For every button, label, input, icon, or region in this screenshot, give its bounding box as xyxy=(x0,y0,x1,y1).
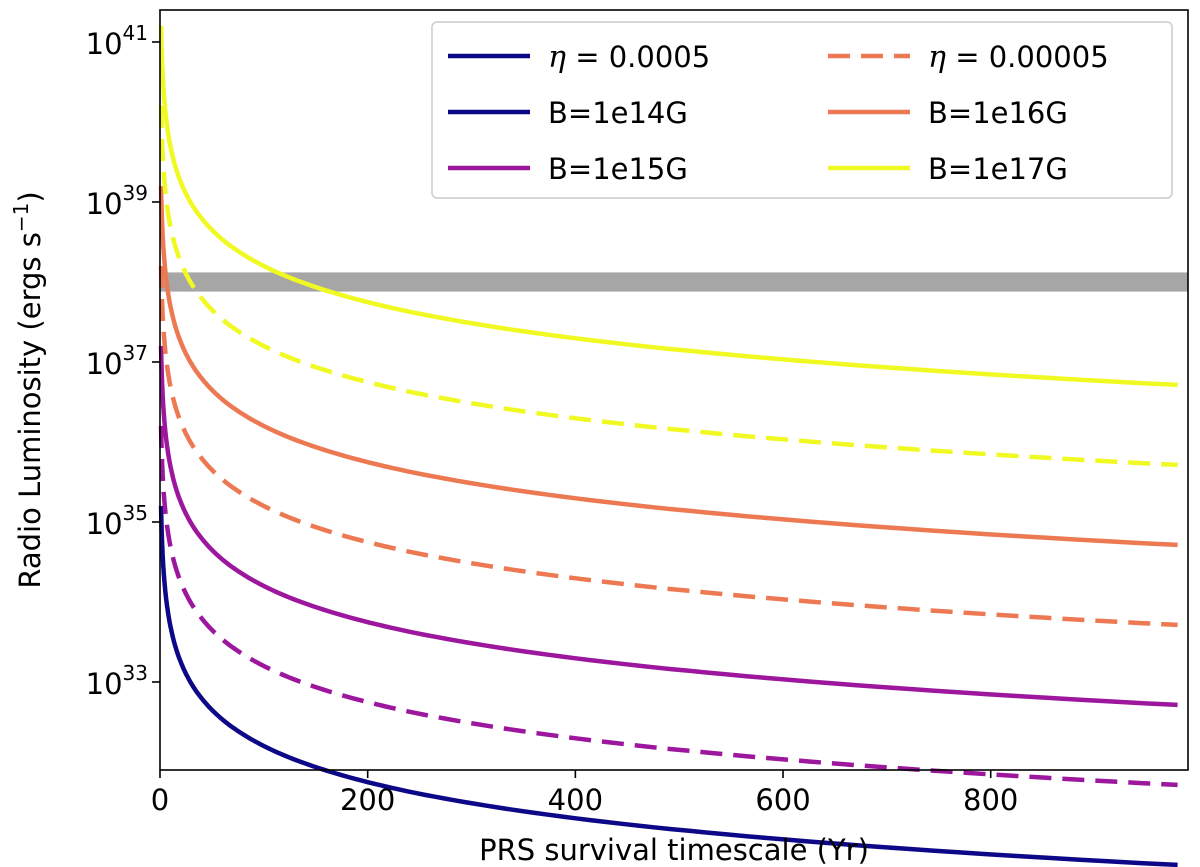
y-axis: 1033 1035 1037 1039 1041 xyxy=(86,21,160,701)
legend-label: B=1e15G xyxy=(548,152,688,186)
series-line-b-1e17g-dashed xyxy=(158,105,1178,468)
legend: η = 0.0005 B=1e14G B=1e15G η = 0.00005 B=1e1… xyxy=(431,21,1173,199)
y-tick-label: 1037 xyxy=(86,341,148,381)
series-line-b-1e16g-dashed xyxy=(158,265,1178,628)
observed-luminosity-band xyxy=(160,272,1188,292)
legend-label: B=1e17G xyxy=(928,152,1068,186)
observed-luminosity-band-layer xyxy=(160,272,1188,292)
y-tick-label: 1039 xyxy=(86,181,148,221)
x-tick-label: 0 xyxy=(151,783,169,817)
y-axis-title: Radio Luminosity (ergs s−1) xyxy=(9,191,47,588)
legend-label: η = 0.0005 xyxy=(548,40,710,75)
y-tick-label: 1035 xyxy=(86,501,148,541)
series-line-b-1e17g-solid xyxy=(158,25,1178,388)
legend-label: B=1e14G xyxy=(548,96,688,130)
x-tick-label: 800 xyxy=(963,783,1018,817)
series-line-b-1e15g-solid xyxy=(158,345,1178,708)
legend-label: B=1e16G xyxy=(928,96,1068,130)
x-axis: 0 200 400 600 800 xyxy=(151,770,1018,817)
legend-box xyxy=(431,21,1173,199)
series-line-b-1e14g-solid xyxy=(158,505,1178,867)
y-tick-label: 1041 xyxy=(86,21,148,61)
x-axis-title: PRS survival timescale (Yr) xyxy=(479,833,869,867)
series-line-b-1e16g-solid xyxy=(158,185,1178,548)
series-line-b-1e15g-dashed xyxy=(158,425,1178,788)
legend-label: η = 0.00005 xyxy=(928,40,1109,75)
plot-frame xyxy=(159,9,1189,771)
y-tick-label: 1033 xyxy=(86,661,148,701)
x-tick-label: 600 xyxy=(755,783,810,817)
series-layer xyxy=(158,25,1178,867)
x-tick-label: 200 xyxy=(340,783,395,817)
x-tick-label: 400 xyxy=(548,783,603,817)
